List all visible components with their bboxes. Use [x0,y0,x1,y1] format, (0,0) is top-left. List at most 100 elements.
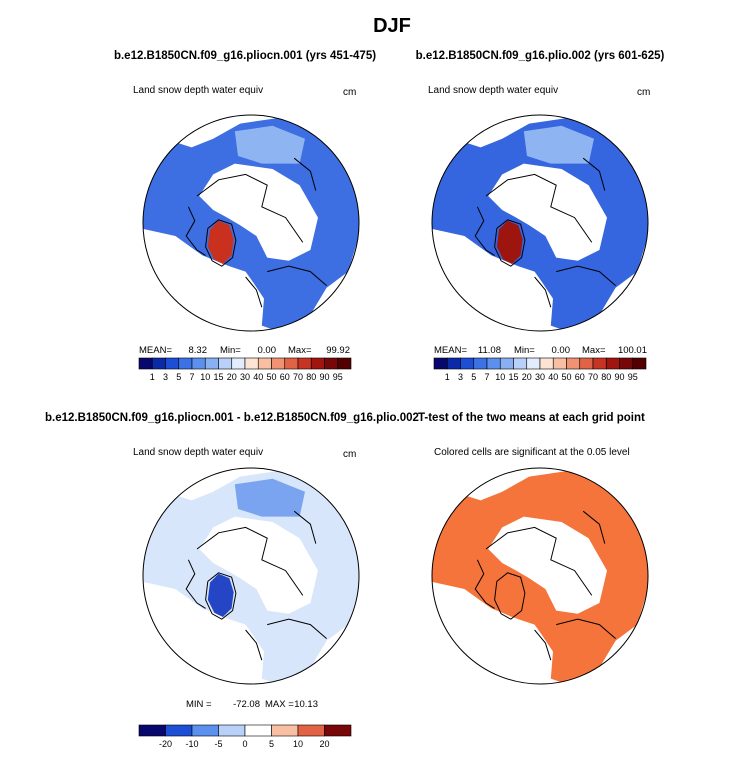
panel-3: b.e12.B1850CN.f09_g16.pliocn.001 - b.e12… [45,412,419,749]
panel-1-mean-value: 8.32 [189,345,208,356]
panel-3-stats: MIN = -72.08 MAX = 10.13 [186,699,318,710]
colorbar-tick-label: 30 [535,372,545,382]
colorbar-swatch [271,724,299,737]
panel-1-colorbar: 1 3 5 7 10 15 20 30 40 50 60 70 80 90 95 [138,357,352,382]
panel-3-coastline [185,510,327,661]
colorbar-swatch [552,357,567,370]
colorbar-tick-label: 30 [240,372,250,382]
panel-4-title: T-test of the two means at each grid poi… [418,412,645,424]
colorbar-tick-label: 60 [575,372,585,382]
colorbar-tick-label: 80 [601,372,611,382]
colorbar-swatch [460,357,475,370]
panel-3-map-border [142,467,360,685]
panel-4-map-border [431,467,649,685]
colorbar-tick-label: 7 [189,372,194,382]
colorbar-swatch [539,357,554,370]
colorbar-swatch [605,357,620,370]
colorbar-swatch [138,724,166,737]
panel-1-max-label: Max= [288,345,312,356]
panel-3-greenland-diff [207,573,234,617]
colorbar-tick-label: 10 [293,739,303,749]
panel-1-land-snow-light [234,125,305,164]
colorbar-tick-label: 20 [227,372,237,382]
colorbar-swatch [257,357,272,370]
panel-2: b.e12.B1850CN.f09_g16.plio.002 (yrs 601-… [416,50,665,382]
colorbar-swatch [297,724,325,737]
colorbar-swatch [592,357,607,370]
colorbar-swatch [619,357,634,370]
panel-1-interior [199,163,318,261]
panel-1-stats: MEAN= 8.32 Min= 0.00 Max= 99.92 [139,345,350,356]
colorbar-swatch [191,357,206,370]
panel-1-map [142,114,360,332]
colorbar-tick-label: 15 [508,372,518,382]
panel-1-field-label: Land snow depth water equiv [133,85,263,96]
panel-2-min-label: Min= [514,345,535,356]
panel-1-greenland-snow [207,220,234,264]
colorbar-swatch [218,724,246,737]
colorbar-tick-label: 95 [628,372,638,382]
panel-1-map-border [142,114,360,332]
colorbar-tick-label: 20 [319,739,329,749]
colorbar-tick-label: 5 [176,372,181,382]
panel-3-max-value: 10.13 [294,699,318,710]
panel-3-units: cm [343,449,356,460]
colorbar-swatch [204,357,219,370]
colorbar-swatch [244,357,259,370]
colorbar-tick-label: -20 [159,739,172,749]
colorbar-tick-label: 70 [293,372,303,382]
panel-2-coastline [474,157,616,308]
colorbar-swatch [284,357,299,370]
panel-3-colorbar: -20 -10 -5 0 5 10 20 [138,724,352,749]
colorbar-tick-label: 0 [242,739,247,749]
panel-2-map-border [431,114,649,332]
colorbar-swatch [486,357,501,370]
panel-2-greenland-snow [496,220,523,264]
colorbar-swatch [566,357,581,370]
panel-4-greenland-significant [496,573,523,617]
panel-1-max-value: 99.92 [326,345,350,356]
colorbar-swatch [178,357,193,370]
colorbar-tick-label: 40 [548,372,558,382]
colorbar-tick-label: 50 [561,372,571,382]
colorbar-tick-label: 90 [614,372,624,382]
panel-4-significant-cells-east [523,478,594,517]
colorbar-tick-label: 70 [588,372,598,382]
panel-4: T-test of the two means at each grid poi… [418,412,649,685]
panel-3-map [142,467,360,685]
panel-1-min-label: Min= [220,345,241,356]
colorbar-tick-label: 90 [319,372,329,382]
colorbar-swatch [138,357,153,370]
panel-2-units: cm [637,87,650,98]
colorbar-swatch [337,357,352,370]
colorbar-swatch [244,724,272,737]
colorbar-swatch [165,357,180,370]
colorbar-tick-label: 80 [306,372,316,382]
colorbar-tick-label: -10 [185,739,198,749]
panel-2-land-snow-light [523,125,594,164]
panel-4-map [431,467,649,685]
colorbar-tick-label: 50 [266,372,276,382]
panel-3-interior [199,516,318,614]
colorbar-swatch [324,357,339,370]
panel-3-field-label: Land snow depth water equiv [133,447,263,458]
colorbar-tick-label: 15 [213,372,223,382]
panel-3-title: b.e12.B1850CN.f09_g16.pliocn.001 - b.e12… [45,412,419,424]
colorbar-tick-label: 40 [253,372,263,382]
panel-2-mean-value: 11.08 [478,345,501,356]
panel-1-title: b.e12.B1850CN.f09_g16.pliocn.001 (yrs 45… [114,50,376,62]
panel-2-colorbar: 1 3 5 7 10 15 20 30 40 50 60 70 80 90 95 [433,357,647,382]
colorbar-swatch [191,724,219,737]
colorbar-tick-label: -5 [214,739,222,749]
panel-3-land-diff-strong [234,478,305,517]
panel-2-interior [488,163,607,261]
panel-2-min-value: 0.00 [552,345,571,356]
colorbar-swatch [165,724,193,737]
panel-4-not-significant [488,516,607,614]
panel-3-max-label: MAX = [265,699,294,710]
panel-4-coastline [474,510,616,661]
colorbar-swatch [271,357,286,370]
panel-2-max-value: 100.01 [618,345,647,356]
colorbar-swatch [473,357,488,370]
